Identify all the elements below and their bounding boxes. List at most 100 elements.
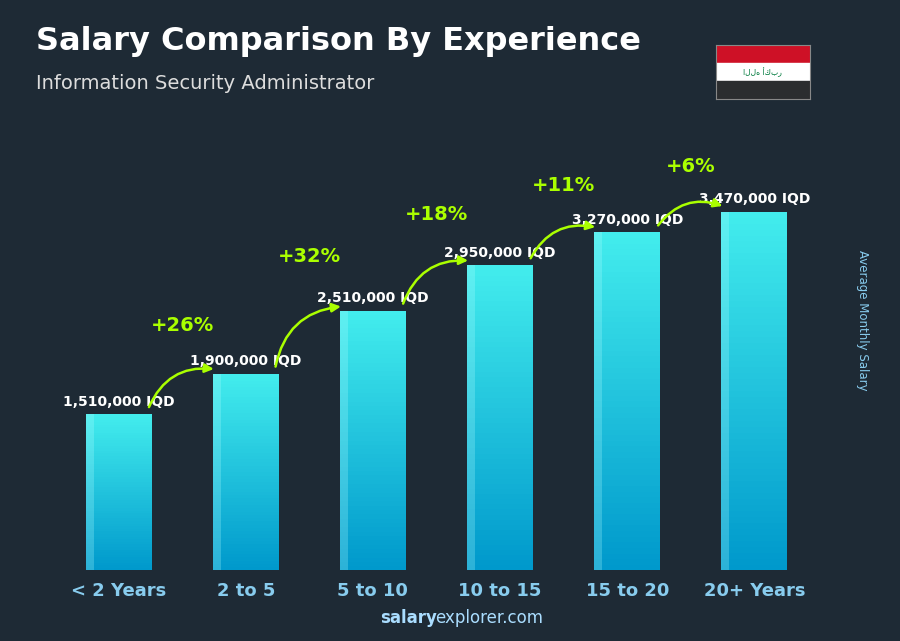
Bar [212, 512, 279, 515]
Bar [721, 427, 788, 433]
Bar [340, 488, 406, 492]
Bar [594, 559, 661, 565]
Bar [721, 445, 788, 451]
Bar [340, 562, 406, 566]
Bar [594, 232, 602, 570]
Bar [340, 397, 406, 402]
Bar [594, 441, 661, 447]
Bar [212, 440, 279, 443]
Bar [212, 423, 279, 426]
Bar [86, 539, 152, 542]
Bar [212, 394, 279, 397]
Bar [212, 417, 279, 420]
Bar [86, 531, 152, 534]
Bar [212, 456, 279, 459]
Bar [721, 349, 788, 355]
Bar [721, 212, 788, 217]
Bar [340, 544, 406, 549]
Bar [467, 382, 533, 387]
Bar [467, 520, 533, 525]
Bar [721, 283, 788, 289]
Bar [212, 502, 279, 505]
Bar [340, 506, 406, 510]
Bar [594, 266, 661, 272]
Text: +26%: +26% [150, 315, 214, 335]
Bar [721, 265, 788, 271]
Bar [86, 461, 152, 463]
Bar [86, 558, 152, 560]
Bar [86, 419, 152, 422]
Bar [467, 423, 533, 428]
Bar [594, 385, 661, 390]
Bar [467, 560, 533, 565]
Bar [467, 458, 533, 463]
Bar [212, 397, 279, 400]
Bar [467, 449, 533, 454]
Bar [594, 447, 661, 452]
Bar [721, 504, 788, 511]
Bar [721, 271, 788, 278]
Text: Salary Comparison By Experience: Salary Comparison By Experience [36, 26, 641, 56]
Bar [86, 472, 152, 474]
Bar [594, 362, 661, 367]
Bar [594, 542, 661, 548]
Bar [212, 515, 279, 518]
Bar [594, 244, 661, 249]
Bar [340, 354, 406, 358]
Bar [594, 328, 661, 334]
Bar [721, 540, 788, 547]
Text: 3,470,000 IQD: 3,470,000 IQD [698, 192, 810, 206]
Bar [86, 445, 152, 448]
Bar [86, 516, 152, 519]
Bar [340, 458, 406, 462]
Bar [721, 463, 788, 469]
Bar [467, 433, 533, 438]
Bar [467, 463, 533, 469]
Bar [212, 410, 279, 413]
Bar [594, 508, 661, 514]
Bar [594, 503, 661, 508]
Bar [467, 271, 533, 276]
Bar [86, 524, 152, 526]
Bar [212, 462, 279, 465]
Bar [86, 519, 152, 521]
Bar [212, 554, 279, 558]
Text: 2,510,000 IQD: 2,510,000 IQD [317, 291, 428, 305]
Bar [340, 423, 406, 428]
Bar [340, 558, 406, 562]
Bar [721, 415, 788, 421]
Bar [467, 499, 533, 504]
Bar [340, 437, 406, 440]
Bar [721, 475, 788, 481]
Bar [86, 485, 152, 487]
Bar [212, 374, 279, 378]
Bar [340, 566, 406, 570]
Bar [340, 479, 406, 484]
Bar [212, 446, 279, 449]
Bar [86, 526, 152, 529]
Bar [340, 449, 406, 454]
Text: 2,950,000 IQD: 2,950,000 IQD [445, 246, 556, 260]
Bar [594, 317, 661, 322]
Bar [340, 497, 406, 501]
Bar [721, 242, 788, 247]
Bar [340, 519, 406, 523]
Bar [594, 339, 661, 345]
Bar [467, 397, 533, 403]
Bar [340, 536, 406, 540]
Bar [86, 505, 152, 508]
Bar [467, 276, 533, 281]
Bar [721, 397, 788, 403]
Bar [467, 265, 533, 271]
Bar [721, 229, 788, 235]
Bar [86, 479, 152, 482]
Bar [467, 474, 533, 479]
Bar [340, 358, 406, 363]
Text: +18%: +18% [405, 205, 468, 224]
Bar [721, 535, 788, 540]
Bar [212, 558, 279, 561]
Bar [212, 508, 279, 512]
Bar [721, 325, 788, 331]
Bar [212, 499, 279, 502]
Bar [212, 384, 279, 387]
